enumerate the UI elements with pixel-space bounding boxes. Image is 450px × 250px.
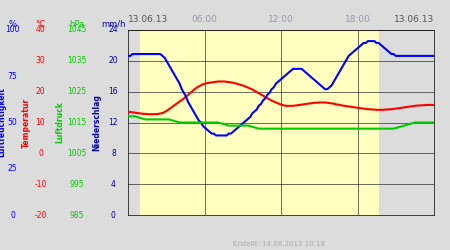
Text: 20: 20 [36,87,45,96]
Text: 0: 0 [111,210,116,220]
Text: %: % [9,20,17,29]
Text: 10: 10 [36,118,45,127]
Text: Luftdruck: Luftdruck [55,102,64,143]
Text: 1025: 1025 [67,87,86,96]
Text: 40: 40 [36,26,45,35]
Text: 0: 0 [10,210,15,220]
Text: 100: 100 [5,26,20,35]
Text: 1005: 1005 [67,149,86,158]
Text: 4: 4 [111,180,116,189]
Text: mm/h: mm/h [101,20,126,29]
Text: 1045: 1045 [67,26,86,35]
Text: 995: 995 [69,180,84,189]
Text: Erstellt: 14.06.2013 10:18: Erstellt: 14.06.2013 10:18 [233,242,325,248]
Text: 12: 12 [108,118,118,127]
Text: 30: 30 [36,56,45,65]
Text: 13.06.13: 13.06.13 [394,16,434,24]
Text: 06:00: 06:00 [192,16,218,24]
Text: 1015: 1015 [67,118,86,127]
Text: 12:00: 12:00 [268,16,294,24]
Bar [140,30,379,215]
Text: 24: 24 [108,26,118,35]
Text: -20: -20 [34,210,47,220]
Text: 0: 0 [38,149,43,158]
Text: 1035: 1035 [67,56,86,65]
Text: 16: 16 [108,87,118,96]
Text: 985: 985 [69,210,84,220]
Text: Temperatur: Temperatur [22,98,31,148]
Text: Niederschlag: Niederschlag [92,94,101,151]
Text: 18:00: 18:00 [345,16,371,24]
Text: hPa: hPa [69,20,84,29]
Text: 20: 20 [108,56,118,65]
Text: 13.06.13: 13.06.13 [128,16,168,24]
Text: 25: 25 [8,164,18,173]
Text: 50: 50 [8,118,18,127]
Text: Luftfeuchtigkeit: Luftfeuchtigkeit [0,88,6,158]
Text: 75: 75 [8,72,18,81]
Text: -10: -10 [34,180,47,189]
Text: 8: 8 [111,149,116,158]
Text: °C: °C [36,20,45,29]
